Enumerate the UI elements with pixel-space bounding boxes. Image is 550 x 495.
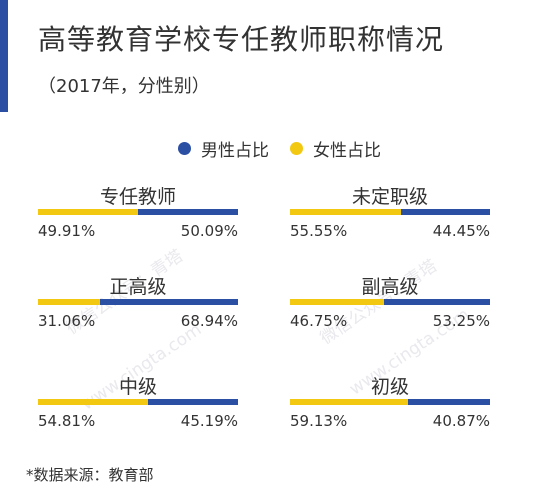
accent-bar xyxy=(0,0,8,112)
bar-segment-male xyxy=(401,209,490,215)
category-panel: 未定职级 55.55% 44.45% xyxy=(290,182,490,242)
category-label: 初级 xyxy=(370,376,409,398)
stacked-bar xyxy=(290,299,490,305)
category-panel: 正高级 31.06% 68.94% xyxy=(38,272,238,332)
male-percent-label: 45.19% xyxy=(180,412,238,430)
female-percent-label: 54.81% xyxy=(38,412,96,430)
male-percent-label: 44.45% xyxy=(432,222,490,240)
male-percent-label: 53.25% xyxy=(432,312,490,330)
chart-subtitle: （2017年，分性别） xyxy=(38,76,210,97)
category-panel: 副高级 46.75% 53.25% xyxy=(290,272,490,332)
legend-label-female: 女性占比 xyxy=(313,140,381,161)
bar-segment-male xyxy=(100,299,238,305)
bar-segment-female xyxy=(290,299,384,305)
bar-segment-female xyxy=(38,209,138,215)
stacked-bar xyxy=(290,209,490,215)
bar-segment-male xyxy=(384,299,490,305)
category-label: 未定职级 xyxy=(351,186,428,208)
stacked-bar xyxy=(38,399,238,405)
bar-segment-female xyxy=(38,299,100,305)
legend-item-male: 男性占比 xyxy=(178,136,269,161)
category-label: 副高级 xyxy=(361,276,419,298)
category-panel: 中级 54.81% 45.19% xyxy=(38,372,238,432)
female-dot-icon xyxy=(290,141,303,155)
category-label: 中级 xyxy=(118,376,157,398)
female-percent-label: 46.75% xyxy=(290,312,348,330)
bar-segment-female xyxy=(290,209,401,215)
category-label: 正高级 xyxy=(109,276,167,298)
male-percent-label: 50.09% xyxy=(180,222,238,240)
stacked-bar xyxy=(290,399,490,405)
bar-segment-female xyxy=(38,399,148,405)
data-source-note: *数据来源：教育部 xyxy=(26,466,154,484)
female-percent-label: 59.13% xyxy=(290,412,348,430)
bar-segment-male xyxy=(138,209,238,215)
category-panel: 专任教师 49.91% 50.09% xyxy=(38,182,238,242)
male-percent-label: 40.87% xyxy=(432,412,490,430)
male-dot-icon xyxy=(178,141,191,155)
category-label: 专任教师 xyxy=(99,186,176,208)
bar-segment-male xyxy=(408,399,490,405)
female-percent-label: 55.55% xyxy=(290,222,348,240)
stacked-bar xyxy=(38,299,238,305)
legend-item-female: 女性占比 xyxy=(290,136,381,161)
bar-segment-female xyxy=(290,399,408,405)
male-percent-label: 68.94% xyxy=(180,312,238,330)
legend: 男性占比 女性占比 xyxy=(0,136,550,161)
chart-title: 高等教育学校专任教师职称情况 xyxy=(38,23,445,56)
stacked-bar xyxy=(38,209,238,215)
legend-label-male: 男性占比 xyxy=(201,140,269,161)
bar-segment-male xyxy=(148,399,238,405)
female-percent-label: 31.06% xyxy=(38,312,96,330)
female-percent-label: 49.91% xyxy=(38,222,96,240)
category-panel: 初级 59.13% 40.87% xyxy=(290,372,490,432)
